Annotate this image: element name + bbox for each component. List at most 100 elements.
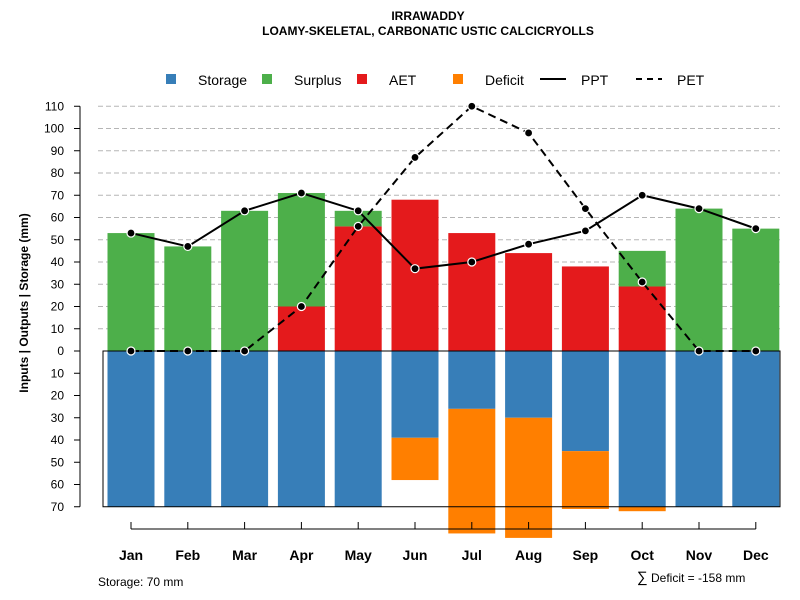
- pet-point-oct: [637, 277, 647, 287]
- pet-point-sep: [580, 204, 591, 214]
- legend: Storage Surplus AET Deficit PPT PET: [166, 72, 705, 88]
- legend-label-deficit: Deficit: [485, 72, 524, 88]
- ppt-point-feb: [183, 241, 193, 252]
- y-tick-label: 40: [51, 433, 65, 447]
- surplus-bar-mar: [221, 210, 269, 351]
- chart-title: IRRAWADDY: [391, 9, 464, 23]
- x-tick-label-jun: Jun: [403, 547, 428, 563]
- pet-point-feb: [183, 346, 193, 356]
- storage-bar-nov: [675, 351, 723, 507]
- y-tick-label: 80: [51, 166, 65, 180]
- sum-symbol: ∑: [637, 569, 648, 586]
- storage-bar-jul: [448, 351, 496, 409]
- aet-bar-apr: [277, 306, 325, 351]
- storage-capacity-box: [102, 350, 781, 508]
- x-tick-label-oct: Oct: [631, 547, 655, 563]
- y-tick-label: 10: [51, 366, 65, 380]
- ppt-point-sep: [580, 226, 591, 236]
- aet-bar-jun: [391, 199, 439, 351]
- y-tick-label: 40: [51, 255, 65, 269]
- y-tick-label: 90: [51, 144, 65, 158]
- series-lines: [126, 101, 761, 356]
- ppt-point-oct: [637, 190, 647, 200]
- legend-label-surplus: Surplus: [294, 72, 341, 88]
- aet-bar-may: [334, 226, 382, 351]
- x-tick-label-nov: Nov: [686, 547, 713, 563]
- legend-label-storage: Storage: [198, 72, 247, 88]
- y-tick-label: 60: [51, 211, 65, 225]
- x-tick-label-mar: Mar: [232, 547, 257, 563]
- y-tick-label: 70: [51, 188, 65, 202]
- y-tick-label: 50: [51, 455, 65, 469]
- storage-note: Storage: 70 mm: [98, 575, 183, 589]
- storage-bar-may: [334, 351, 382, 507]
- aet-bar-jul: [448, 233, 496, 351]
- ppt-point-dec: [751, 224, 761, 234]
- surplus-bar-dec: [732, 228, 780, 351]
- legend-swatch-storage: [166, 74, 176, 84]
- x-tick-label-dec: Dec: [743, 547, 769, 563]
- ppt-point-aug: [523, 239, 534, 249]
- ppt-point-may: [353, 206, 363, 216]
- storage-bar-mar: [221, 351, 269, 507]
- deficit-bar-sep: [561, 451, 609, 509]
- legend-swatch-aet: [357, 74, 367, 84]
- pet-point-dec: [751, 346, 761, 356]
- pet-point-jul: [467, 101, 477, 111]
- y-tick-label: 70: [51, 500, 65, 514]
- storage-bar-dec: [732, 351, 780, 507]
- x-tick-label-jan: Jan: [119, 547, 143, 563]
- legend-swatch-surplus: [262, 74, 272, 84]
- ppt-point-jun: [410, 264, 420, 274]
- storage-frame: [102, 350, 781, 508]
- deficit-note: Deficit = -158 mm: [651, 571, 745, 585]
- y-tick-label: 100: [44, 122, 64, 136]
- grid-lines: [98, 105, 780, 330]
- deficit-bar-jun: [391, 437, 439, 481]
- legend-label-pet: PET: [677, 72, 705, 88]
- y-tick-label: 30: [51, 277, 65, 291]
- pet-point-mar: [240, 346, 250, 356]
- pet-point-nov: [694, 346, 704, 356]
- storage-bar-aug: [505, 351, 553, 418]
- legend-label-aet: AET: [389, 72, 417, 88]
- x-tick-label-feb: Feb: [175, 547, 200, 563]
- pet-point-apr: [296, 301, 306, 312]
- surplus-bar-feb: [164, 246, 212, 351]
- y-tick-label: 20: [51, 300, 65, 314]
- x-tick-label-jul: Jul: [462, 547, 482, 563]
- y-tick-label: 20: [51, 389, 65, 403]
- y-tick-label: 50: [51, 233, 65, 247]
- y-axis-label: Inputs | Outputs | Storage (mm): [17, 213, 31, 392]
- x-tick-label-apr: Apr: [289, 547, 314, 563]
- y-tick-label: 10: [51, 322, 65, 336]
- legend-label-ppt: PPT: [581, 72, 609, 88]
- ppt-point-jul: [467, 257, 477, 267]
- bars: [107, 193, 780, 538]
- x-tick-label-sep: Sep: [573, 547, 599, 563]
- ppt-point-mar: [240, 206, 250, 216]
- aet-bar-sep: [561, 266, 609, 351]
- pet-point-aug: [523, 128, 534, 138]
- storage-bar-feb: [164, 351, 212, 507]
- pet-line: [131, 105, 756, 352]
- x-tick-label-aug: Aug: [515, 547, 542, 563]
- storage-bar-apr: [277, 351, 325, 507]
- chart-subtitle: LOAMY-SKELETAL, CARBONATIC USTIC CALCICR…: [262, 24, 594, 38]
- ppt-point-nov: [694, 204, 704, 214]
- pet-point-jun: [410, 152, 420, 163]
- legend-swatch-deficit: [453, 74, 463, 84]
- aet-bar-aug: [505, 253, 553, 351]
- surplus-bar-apr: [277, 193, 325, 307]
- pet-point-jan: [126, 346, 136, 356]
- surplus-bar-nov: [675, 208, 723, 351]
- y-tick-label: 0: [57, 344, 64, 358]
- storage-bar-jun: [391, 351, 439, 438]
- ppt-line: [130, 191, 757, 270]
- aet-bar-oct: [618, 286, 666, 351]
- storage-bar-jan: [107, 351, 155, 507]
- x-axis: Jan Feb Mar Apr May Jun Jul Aug Sep Oct Nov Dec: [119, 522, 769, 563]
- surplus-bar-jan: [107, 233, 155, 351]
